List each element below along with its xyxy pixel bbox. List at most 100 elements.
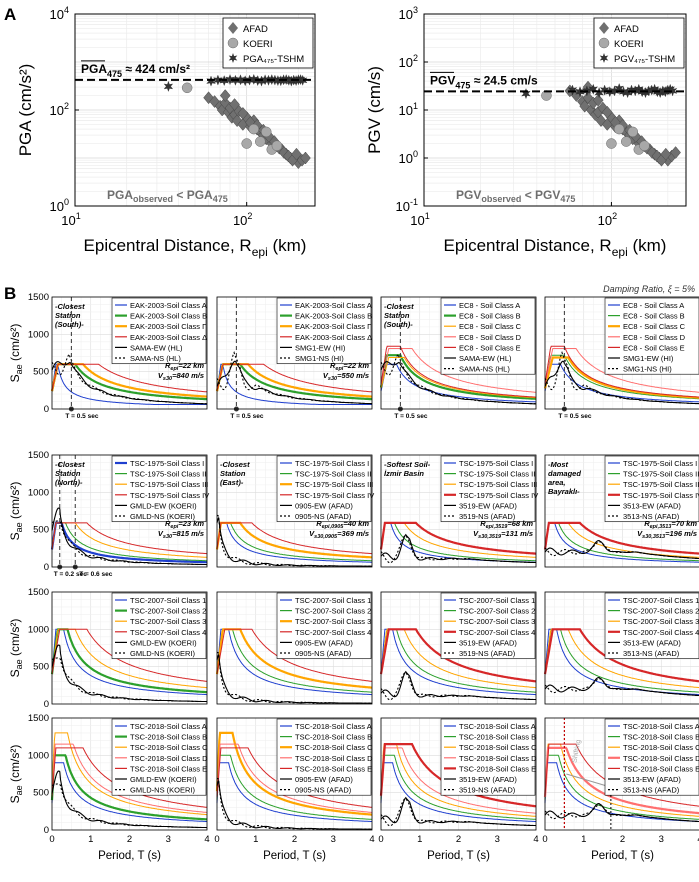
- ew-record: [216, 360, 372, 405]
- note-main: PGA: [107, 188, 133, 202]
- station-note: (South)-: [384, 320, 413, 329]
- tshm-point: [588, 83, 598, 95]
- legend-label: EC8 - Soil Class B: [623, 312, 685, 321]
- tshm-point: [667, 85, 678, 97]
- code-spectrum: [544, 522, 699, 558]
- y-tick-label: 101: [399, 101, 418, 118]
- x-tick-label: 102: [233, 211, 252, 228]
- label-unit: (cm/s²): [8, 619, 22, 660]
- note-sub: s30: [163, 534, 172, 540]
- tick-exp: 3: [413, 5, 418, 15]
- code-spectrum: [51, 363, 207, 405]
- legend-label: AFAD: [614, 24, 639, 35]
- y-tick-label: 1000: [28, 487, 49, 498]
- legend-label: AFAD: [243, 24, 268, 35]
- code-spectrum: [216, 628, 372, 696]
- tshm-point: [298, 74, 308, 86]
- legend-box: [440, 718, 536, 796]
- note-rest: =369 m/s: [337, 529, 369, 538]
- station-note: -Softest Soil-: [384, 460, 431, 469]
- tick-exp: 2: [247, 211, 252, 221]
- legend-label: TSC-2007-Soil Class 1: [459, 596, 535, 605]
- comparison-note: PGVobserved < PGV475: [456, 188, 575, 204]
- code-spectrum: [544, 348, 699, 393]
- code-spectrum: [50, 754, 208, 821]
- panel-frame: [544, 454, 699, 568]
- x-tick-label: 0: [378, 834, 383, 845]
- x-tick-label: 3: [659, 834, 664, 845]
- code-spectrum: [380, 363, 536, 403]
- legend-box: [111, 718, 207, 796]
- period-label: T = 0.5 sec: [394, 413, 427, 420]
- code-spectrum: [379, 628, 537, 683]
- x-tick-label: 102: [598, 211, 617, 228]
- code-spectrum: [216, 628, 373, 693]
- x-label-sub: epi: [252, 245, 268, 259]
- label-sub: ae: [14, 522, 24, 532]
- legend-label: TSC-2007-Soil Class 4: [623, 628, 699, 637]
- panel-frame: [216, 591, 373, 705]
- panel-frame: [544, 591, 699, 705]
- legend-label: EC8 - Soil Class C: [459, 322, 522, 331]
- ns-record: [216, 351, 373, 405]
- vs30-note: Vs30,0905=369 m/s: [309, 529, 369, 540]
- legend-label: TSC-2018-Soil Class A: [130, 722, 207, 731]
- y-axis-label: PGV (cm/s): [365, 66, 384, 154]
- legend-label: TSC-2007-Soil Class 1: [295, 596, 371, 605]
- tick-base: 10: [50, 199, 64, 214]
- legend-label: TSC-2007-Soil Class 3: [623, 617, 699, 626]
- ew-record: [380, 533, 537, 564]
- note-main: PGV: [456, 188, 481, 202]
- panel-label-b: B: [4, 284, 16, 303]
- legend-label: EAK-2003-Soil Class B: [130, 312, 207, 321]
- period-label: T = 0.5 sec: [558, 413, 591, 420]
- legend-label: PGA₄₇₅-TSHM: [243, 54, 304, 65]
- spectrum-panel: TSC-1975-Soil Class I TSC-1975-Soil Class…: [543, 454, 699, 568]
- code-spectrum: [215, 628, 372, 689]
- panel-frame: [380, 454, 537, 568]
- spectrum-panel: T = 0.5 sec EAK-2003-Soil Class A EAK-2003…: [215, 296, 373, 420]
- legend-label: TSC-1975-Soil Class III: [295, 480, 373, 489]
- y-tick-label: 102: [399, 53, 418, 70]
- note-sub: s30,0905: [314, 534, 338, 540]
- tick-exp: -1: [410, 197, 418, 207]
- note-sub: s30,3519: [478, 534, 502, 540]
- legend-label: 3519-NS (AFAD): [459, 512, 516, 521]
- x-axis-label: Period, T (s): [591, 850, 654, 862]
- note-sub: epi: [170, 524, 178, 530]
- code-spectrum: [544, 628, 699, 689]
- legend-label: TSC-1975-Soil Class I: [295, 459, 369, 468]
- tshm-point: [599, 84, 610, 96]
- tshm-point: [567, 84, 578, 96]
- note-rest: =68 km: [507, 519, 533, 528]
- x-label-main: Epicentral Distance, R: [84, 236, 252, 255]
- code-spectrum: [380, 357, 536, 399]
- spectrum-panel: T = 0.5 sec EAK-2003-Soil Class A EAK-2003…: [8, 292, 208, 420]
- legend-label: TSC-2018-Soil Class B: [623, 733, 699, 742]
- note-rest: =196 m/s: [665, 529, 697, 538]
- legend-label: TSC-1975-Soil Class III: [623, 480, 699, 489]
- code-spectrum: [216, 522, 372, 562]
- panel-frame: [216, 296, 373, 410]
- station-note: Station: [55, 311, 81, 320]
- x-axis-label: Epicentral Distance, Repi (km): [444, 236, 667, 259]
- legend-label: TSC-2007-Soil Class 2: [623, 607, 699, 616]
- x-tick-label: 2: [456, 834, 461, 845]
- legend-label: GMLD-EW (KOERI): [130, 638, 197, 647]
- legend-label: KOERI: [243, 39, 273, 50]
- station-note: area,: [548, 478, 566, 487]
- koeri-point: [613, 123, 625, 135]
- note-sub: observed: [133, 194, 173, 204]
- legend-box: [604, 455, 699, 522]
- legend-label: TSC-2018-Soil Class D: [459, 754, 537, 763]
- spectrum-panel: TSC-2018-Soil Class A TSC-2018-Soil Class…: [378, 717, 539, 862]
- koeri-point: [260, 126, 272, 138]
- tick-base: 10: [50, 7, 64, 22]
- code-spectrum: [216, 363, 373, 393]
- spectrum-panel: TSC-2018-Soil Class A TSC-2018-Soil Class…: [8, 713, 210, 862]
- legend-label: TSC-1975-Soil Class II: [459, 470, 535, 479]
- x-tick-label: 4: [697, 834, 699, 845]
- panel-frame: [380, 591, 537, 705]
- code-spectrum: [51, 732, 207, 816]
